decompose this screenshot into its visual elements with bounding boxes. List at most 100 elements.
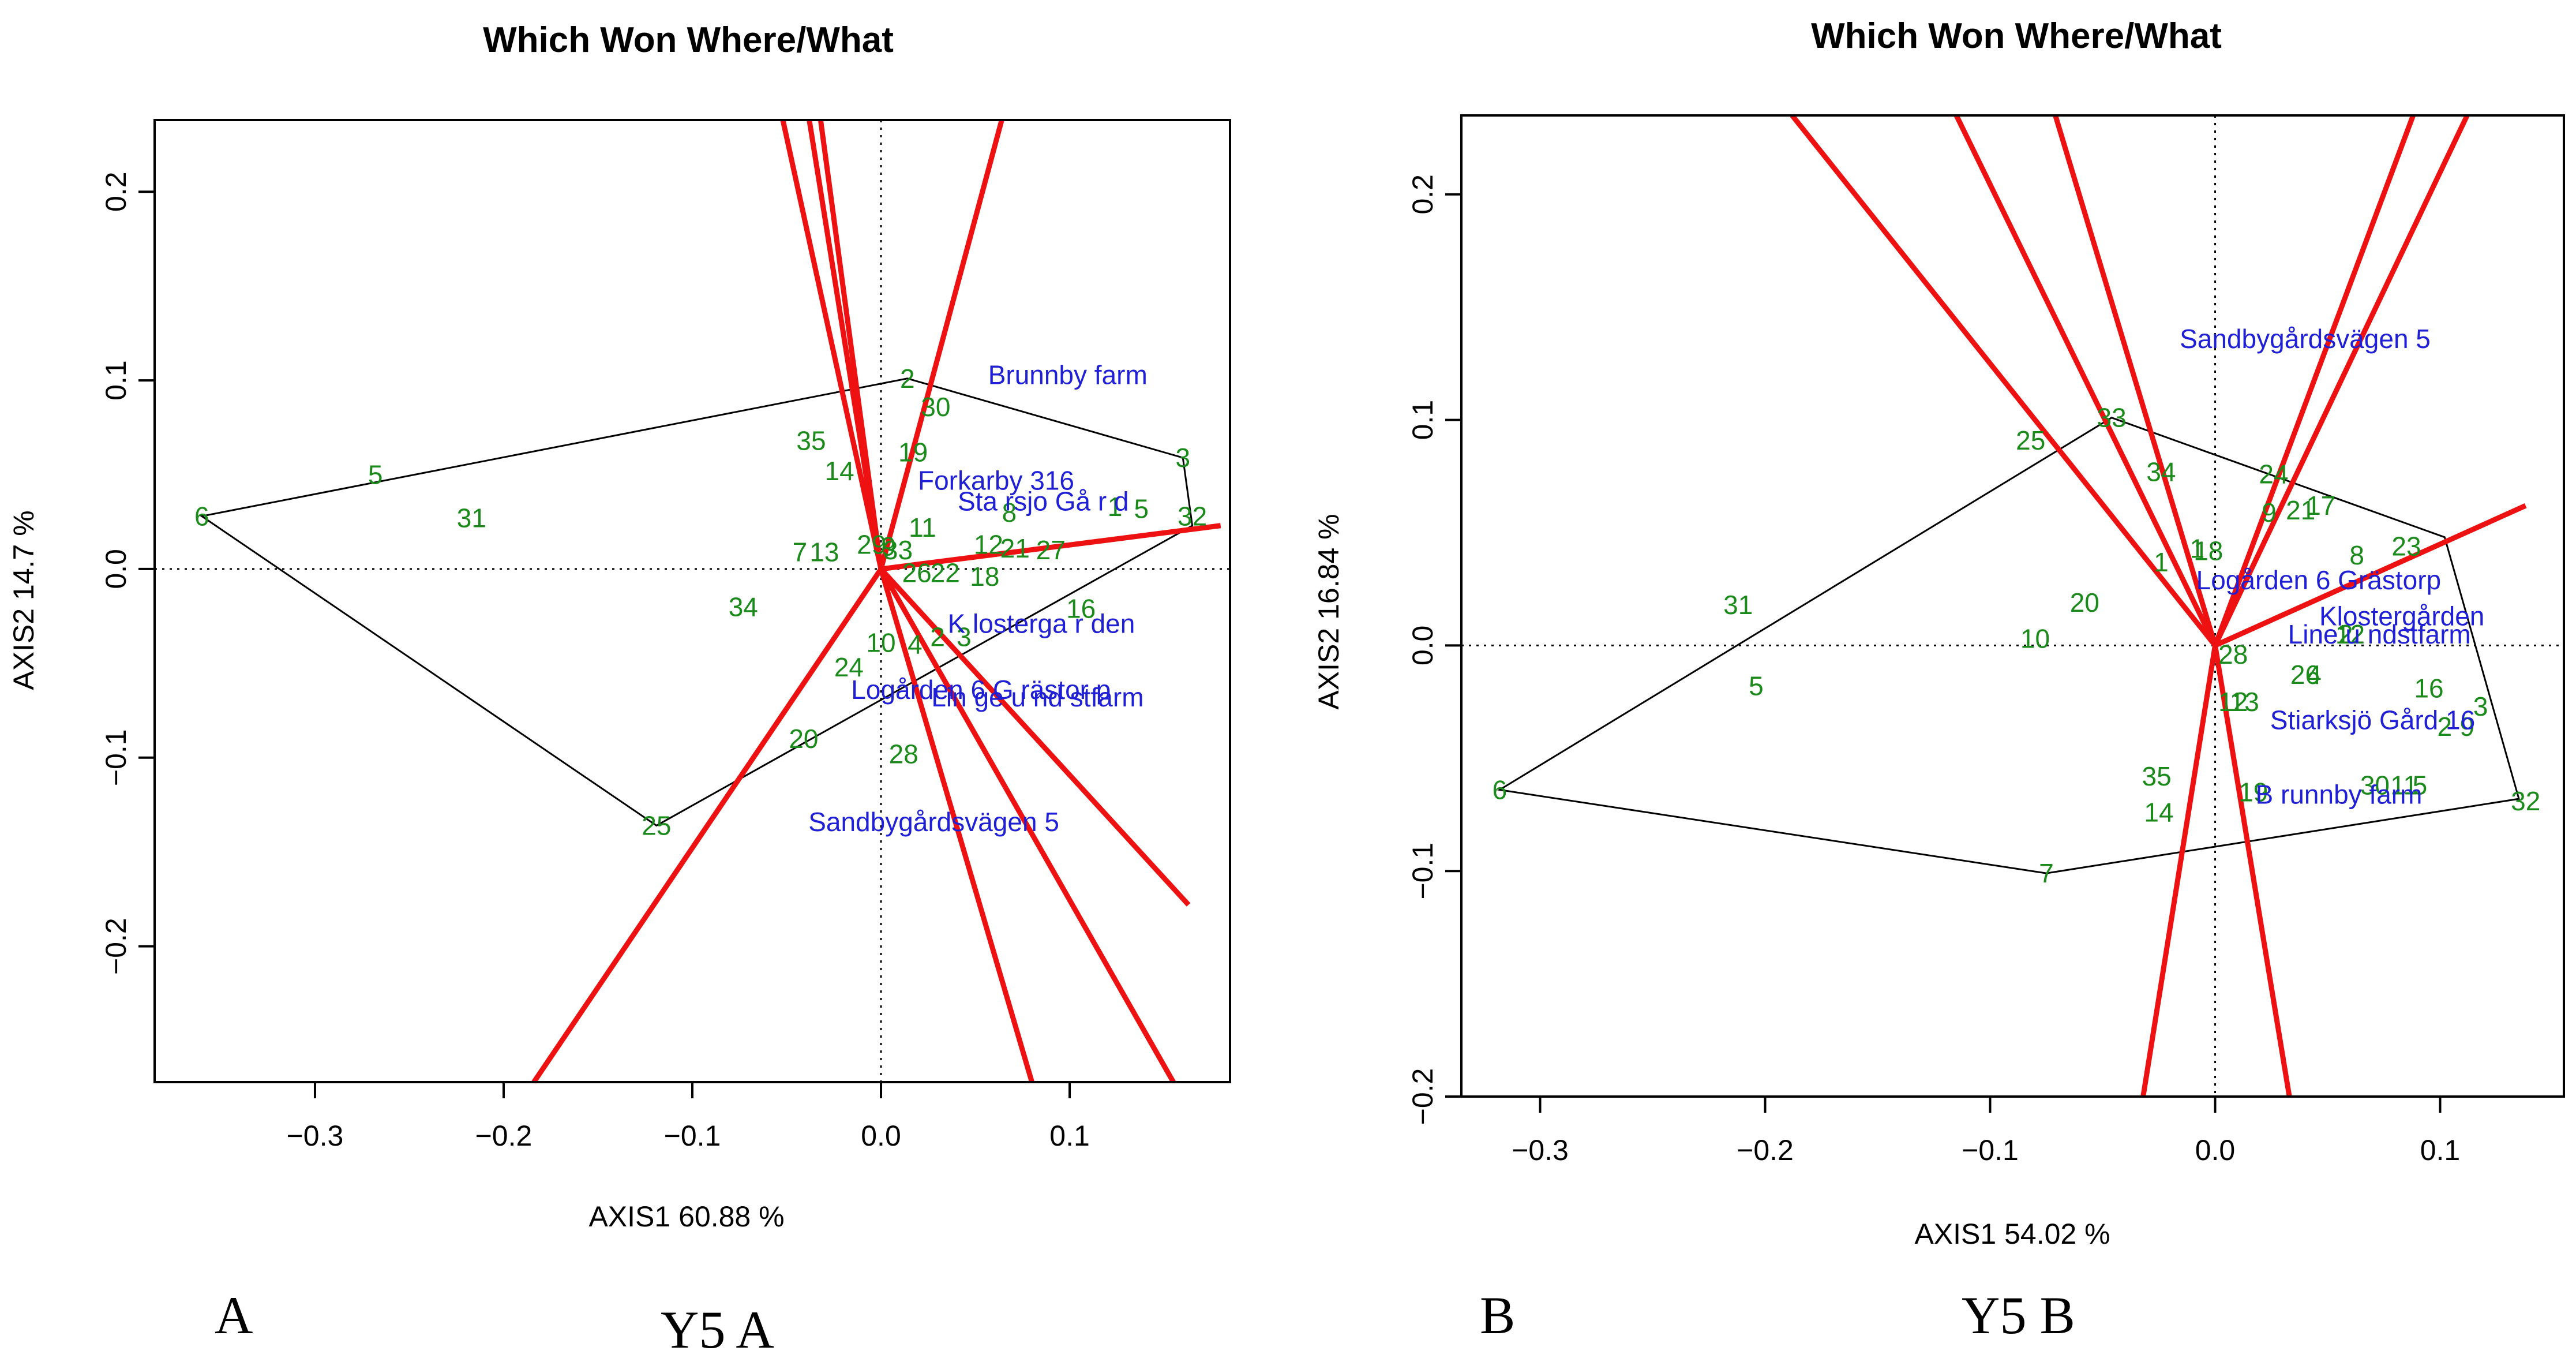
panel-b-tag: B: [1480, 1286, 1515, 1345]
panel-b-environment-label: Sandbygårdsvägen 5: [2180, 324, 2431, 354]
panel-b-genotype-label: 35: [2142, 761, 2172, 791]
panel-a-genotype-label: 35: [796, 426, 826, 456]
panel-b-genotype-label: 14: [2144, 798, 2173, 828]
panel-a-x-axis-label: AXIS1 60.88 %: [588, 1200, 784, 1233]
panel-b-genotype-label: 19: [2238, 777, 2268, 807]
panel-b-genotype-label: 3: [2473, 691, 2488, 721]
panel-b-y-tick-label: 0.2: [1407, 174, 1439, 215]
panel-a-sector-ray: [880, 523, 1221, 572]
panel-a-genotype-label: 12: [974, 529, 1003, 559]
panel-b-sector-ray: [2214, 503, 2527, 648]
panel-b-environment-label: Logården 6 Grästorp: [2196, 565, 2442, 595]
panel-b-genotype-label: 2: [2338, 619, 2353, 649]
panel-a-genotype-label: 28: [889, 739, 918, 769]
panel-a-genotype-label: 10: [866, 627, 895, 657]
panel-a-genotype-label: 3: [1175, 443, 1190, 473]
panel-b-genotype-label: 33: [2097, 403, 2127, 433]
panel-a-genotype-label: 24: [834, 652, 864, 682]
panel-b-environment-label: Klostergården: [2319, 601, 2484, 631]
panel-a-genotype-label: 19: [898, 437, 928, 467]
panel-a-sector-ray: [878, 119, 1004, 570]
panel-b-genotype-label: 34: [2146, 457, 2176, 487]
panel-a-genotype-label: 3: [957, 622, 972, 652]
panel-b-genotype-label: 26: [2290, 660, 2320, 690]
panel-b-genotype-label: 7: [2039, 858, 2054, 888]
panel-b-genotype-label: 17: [2306, 491, 2335, 521]
panel-a-genotype-label: 1: [1108, 492, 1123, 522]
panel-b-genotype-label: 11: [2390, 770, 2418, 800]
panel-a-x-tick-label: 0.0: [861, 1120, 901, 1152]
panel-a-environment-label: Logården 6 G rästor p: [851, 675, 1111, 705]
panel-a-genotype-label: 32: [1178, 501, 1207, 531]
panel-b-sector-ray: [2213, 645, 2292, 1097]
panel-b-x-tick-label: −0.1: [1962, 1134, 2019, 1166]
panel-a-x-tick-label: −0.2: [475, 1120, 533, 1152]
panel-b-y-tick-label: −0.1: [1407, 843, 1439, 900]
panel-b-x-tick-label: 0.0: [2195, 1134, 2236, 1166]
panel-b-genotype-label: 23: [2391, 531, 2421, 561]
panel-b-genotype-label: 21: [2286, 495, 2315, 525]
panel-a-genotype-label: 8: [1002, 497, 1017, 528]
panel-a-sector-ray: [780, 119, 884, 570]
panel-a-genotype-label: 2: [900, 364, 915, 394]
panel-b-y-tick-label: −0.2: [1407, 1068, 1439, 1125]
panel-a-genotype-label: 27: [1036, 535, 1066, 565]
panel-b-genotype-label: 5: [1749, 671, 1764, 701]
panel-b-genotype-label: 30: [2360, 770, 2390, 800]
panel-b-genotype-label: 16: [2414, 674, 2443, 704]
panel-b-x-axis-label: AXIS1 54.02 %: [1914, 1218, 2110, 1250]
panel-b-genotype-label: 9: [2262, 497, 2277, 528]
panel-b-genotype-label: 10: [2020, 624, 2050, 654]
panel-a-genotype-label: 25: [642, 810, 671, 840]
panel-b-genotype-label: 28: [2218, 639, 2248, 669]
panel-b-genotype-label: 4: [2307, 660, 2322, 690]
panel-a-x-tick-label: −0.1: [664, 1120, 721, 1152]
panel-a-genotype-label: 11: [909, 512, 936, 543]
panel-a-y-tick-label: −0.2: [100, 918, 132, 975]
panel-b-genotype-label: 24: [2259, 459, 2288, 489]
panel-a-y-tick-label: 0.1: [100, 360, 132, 401]
panel-a-ticks: −0.3 −0.2 −0.1 0.0 0.1 −0.2 −0.1 0.0 0.1 0.2: [100, 171, 1090, 1152]
panel-a-sector-ray: [818, 119, 884, 570]
panel-b-x-tick-label: −0.3: [1512, 1134, 1569, 1166]
panel-b-genotype-label: 2: [2438, 712, 2453, 742]
panel-a-x-tick-label: 0.1: [1049, 1120, 1090, 1152]
panel-b-genotype-label: 6: [1493, 775, 1508, 805]
panel-b-plot-frame: [1460, 114, 2565, 1098]
panel-a-sector-ray: [878, 568, 1034, 1083]
panel-b-y-axis-label: AXIS2 16.84 %: [1313, 514, 1345, 709]
panel-a-genotype-label: 5: [368, 460, 383, 490]
panel-a-y-tick-label: −0.1: [100, 729, 132, 786]
panel-b-genotype-label: 12: [2218, 687, 2248, 717]
panel-b-genotype-label: 31: [1723, 590, 1753, 620]
panel-a-y-tick-label: 0.0: [100, 549, 132, 589]
panel-a-tag: A: [215, 1286, 253, 1345]
panel-b-x-tick-label: −0.2: [1737, 1134, 1794, 1166]
panel-b-sector-ray: [1790, 114, 2218, 648]
panel-a-plot-frame: [153, 119, 1231, 1083]
panel-b-genotype-label: 13: [2230, 687, 2259, 717]
panel-b-genotype-label: 20: [2070, 588, 2099, 618]
panel-b-genotype-label: 32: [2511, 786, 2540, 816]
panel-a-genotype-label: 13: [809, 537, 839, 567]
panel-b-genotype-label: 1: [2154, 547, 2169, 577]
panel-a-genotype-label: 2: [930, 622, 945, 652]
panel-b-title: Which Won Where/What: [1811, 16, 2222, 56]
panel-a-hull-polygon: [199, 377, 1194, 827]
panel-b-environment-label: B runnby farm: [2256, 779, 2423, 809]
panel-a-genotype-label: 7: [793, 537, 808, 567]
panel-b-sector-ray: [1953, 114, 2218, 647]
panel-a-sector-ray: [879, 567, 1176, 1084]
panel-b-environment-label: Line u ndstfarm: [2288, 619, 2471, 649]
panel-a-genotype-label: 30: [921, 392, 950, 422]
panel-b-sector-ray: [2213, 114, 2470, 647]
panel-b-sector-ray: [2053, 114, 2218, 646]
panel-b-caption: Y5 B: [1962, 1286, 2075, 1345]
panel-a-genotype-label: 16: [1066, 594, 1096, 624]
panel-a-environment-label: Sandbygårdsvägen 5: [808, 807, 1059, 837]
panel-b-sector-ray: [2140, 645, 2218, 1097]
panel-a-genotype-label: 33: [883, 535, 913, 565]
